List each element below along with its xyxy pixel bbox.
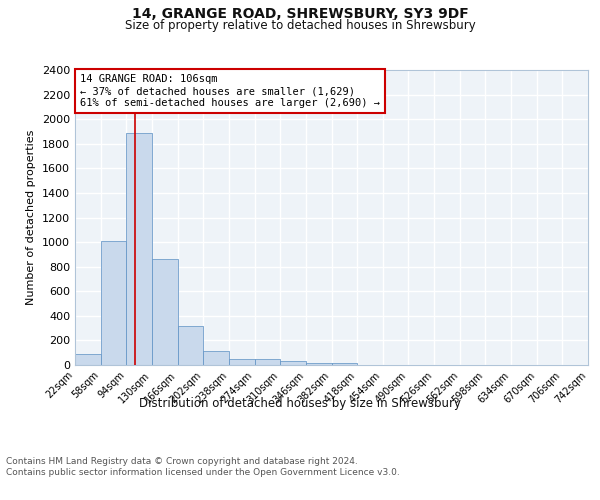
- Bar: [152, 260, 178, 365]
- Bar: [280, 362, 306, 365]
- Bar: [101, 241, 127, 365]
- Bar: [127, 132, 152, 365]
- Text: Contains HM Land Registry data © Crown copyright and database right 2024.
Contai: Contains HM Land Registry data © Crown c…: [6, 458, 400, 477]
- Bar: [331, 362, 357, 365]
- Text: Distribution of detached houses by size in Shrewsbury: Distribution of detached houses by size …: [139, 398, 461, 410]
- Bar: [178, 326, 203, 365]
- Bar: [306, 362, 331, 365]
- Y-axis label: Number of detached properties: Number of detached properties: [26, 130, 37, 305]
- Bar: [254, 360, 280, 365]
- Text: 14 GRANGE ROAD: 106sqm
← 37% of detached houses are smaller (1,629)
61% of semi-: 14 GRANGE ROAD: 106sqm ← 37% of detached…: [80, 74, 380, 108]
- Bar: [75, 354, 101, 365]
- Text: Size of property relative to detached houses in Shrewsbury: Size of property relative to detached ho…: [125, 19, 475, 32]
- Text: 14, GRANGE ROAD, SHREWSBURY, SY3 9DF: 14, GRANGE ROAD, SHREWSBURY, SY3 9DF: [131, 8, 469, 22]
- Bar: [203, 352, 229, 365]
- Bar: [229, 359, 254, 365]
